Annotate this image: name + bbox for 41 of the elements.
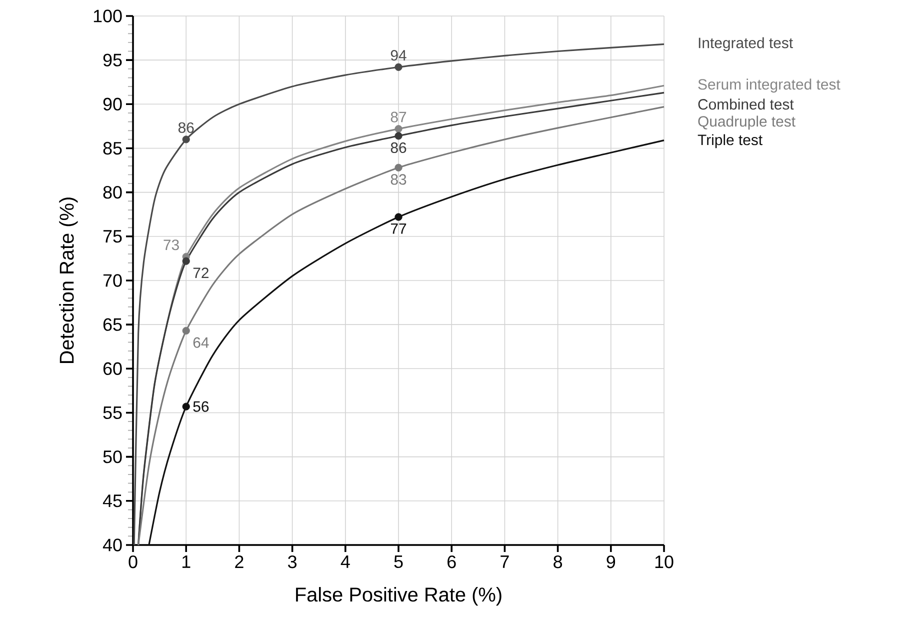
y-tick-label: 70	[103, 274, 122, 287]
x-tick-label: 0	[128, 555, 138, 568]
text: Triple test	[698, 134, 762, 148]
y-tick-label: 45	[102, 494, 122, 508]
y-tick-label: 95	[103, 54, 122, 66]
text: Quadruple test	[698, 116, 796, 130]
data-label: 77	[390, 224, 406, 234]
x-tick-label: 5	[394, 555, 403, 568]
x-axis-title: False Positive Rate (%)	[296, 587, 502, 606]
data-label: 56	[193, 401, 209, 412]
data-label: 73	[164, 240, 179, 250]
data-label: 83	[390, 174, 406, 185]
x-tick-label: 10	[655, 555, 674, 568]
data-label: 64	[193, 337, 209, 348]
text: Serum integrated test	[698, 78, 840, 93]
y-tick-label: 80	[103, 186, 122, 199]
y-tick-label: 40	[102, 538, 122, 552]
text: Combined test	[698, 98, 794, 110]
x-tick-label: 9	[606, 555, 616, 568]
x-tick-label: 8	[554, 555, 562, 568]
data-label: 86	[390, 142, 406, 153]
y-tick-label: 100	[94, 10, 122, 22]
data-label: 86	[178, 122, 194, 133]
data-label: 87	[390, 112, 406, 122]
x-tick-label: 6	[448, 555, 456, 568]
x-tick-label: 7	[500, 555, 509, 568]
y-tick-label: 50	[103, 450, 122, 464]
data-label: 94	[390, 50, 406, 61]
y-tick-label: 85	[103, 142, 122, 155]
data-label: 72	[193, 268, 208, 278]
x-tick-label: 2	[235, 555, 244, 568]
y-axis-title: Detection Rate (%)	[59, 198, 78, 364]
y-tick-label: 65	[103, 318, 122, 331]
x-tick-label: 1	[182, 555, 190, 568]
x-tick-label: 3	[288, 555, 297, 568]
y-tick-label: 90	[103, 98, 122, 110]
x-tick-label: 4	[340, 555, 350, 568]
y-tick-label: 55	[103, 406, 122, 419]
y-tick-label: 60	[103, 362, 122, 375]
y-tick-label: 75	[103, 230, 122, 243]
text: Integrated test	[698, 37, 793, 52]
